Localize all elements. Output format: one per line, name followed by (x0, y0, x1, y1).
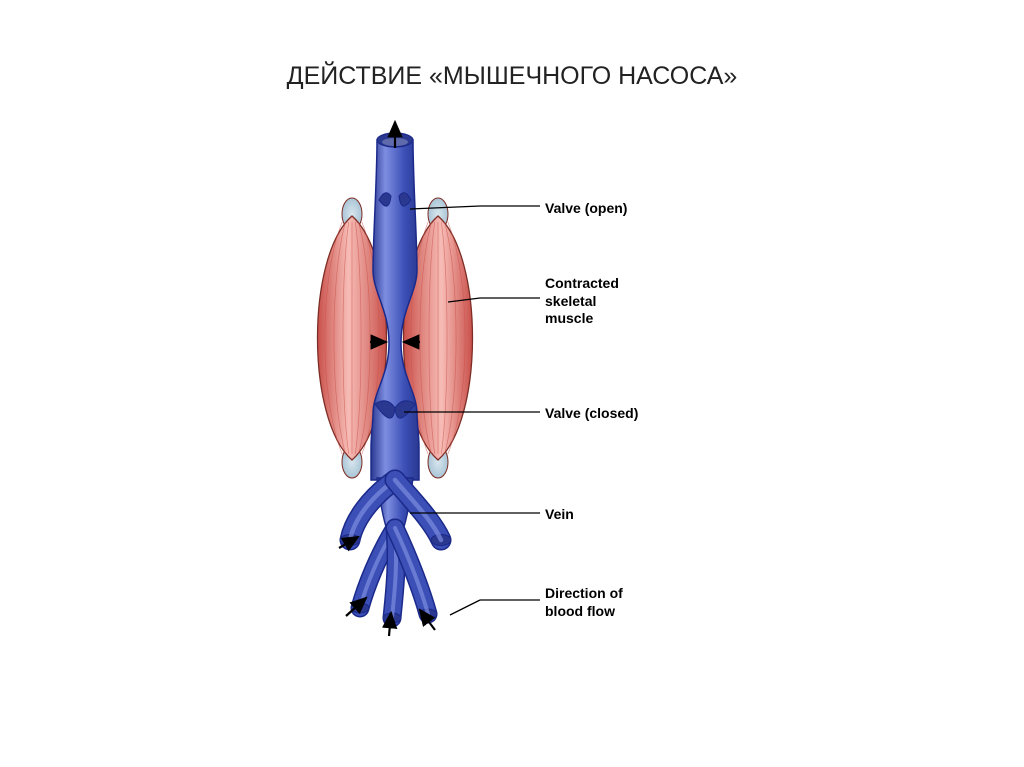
diagram-canvas (0, 0, 1024, 767)
label-muscle: Contracted skeletal muscle (545, 275, 619, 328)
label-vein: Vein (545, 506, 574, 524)
label-valve_open: Valve (open) (545, 200, 627, 218)
label-direction: Direction of blood flow (545, 585, 623, 620)
label-valve_closed: Valve (closed) (545, 405, 638, 423)
leader-line (450, 600, 480, 615)
